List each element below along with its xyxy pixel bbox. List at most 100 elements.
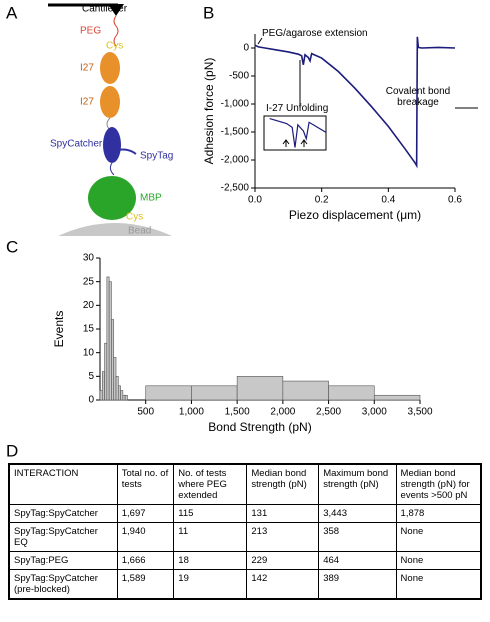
x-tick-label: 0.4 xyxy=(381,195,395,206)
table-cell: 1,697 xyxy=(116,504,175,523)
table-cell: 1,940 xyxy=(116,522,175,552)
table-cell: None xyxy=(395,569,482,600)
y-tick-label: -1,500 xyxy=(221,127,250,138)
table-cell: 142 xyxy=(246,569,320,600)
y-tick-label: 5 xyxy=(88,371,94,382)
table-cell: Total no. of tests xyxy=(116,463,175,505)
data-line xyxy=(254,36,456,169)
diagram-label: I27 xyxy=(80,63,94,74)
panel-label: B xyxy=(203,3,214,22)
histogram-bar xyxy=(117,385,121,401)
table-cell: SpyTag:SpyCatcher xyxy=(8,504,118,523)
table-row: SpyTag:SpyCatcher 1,697 115 131 3,443 1,878 xyxy=(8,504,482,523)
histogram-bar xyxy=(145,385,192,401)
histogram-bar xyxy=(115,376,119,401)
histogram-bar xyxy=(236,376,284,401)
y-tick-label: 15 xyxy=(83,324,95,335)
table-cell: 229 xyxy=(246,551,320,570)
y-axis-label: Adhesion force (pN) xyxy=(202,58,216,165)
table-cell: SpyTag:SpyCatcher (pre-blocked) xyxy=(8,569,118,600)
spycatcher-domain xyxy=(103,127,121,163)
table-cell: 1,589 xyxy=(116,569,175,600)
histogram-bar xyxy=(106,276,110,401)
table-cell: 464 xyxy=(318,551,397,570)
table-cell: No. of tests where PEG extended xyxy=(173,463,248,505)
x-tick-label: 500 xyxy=(137,407,154,418)
histogram-bar xyxy=(108,281,112,401)
table-cell: INTERACTION xyxy=(8,463,118,505)
linker xyxy=(109,162,115,176)
table-row: SpyTag:SpyCatcher (pre-blocked) 1,589 19 14… xyxy=(8,569,482,600)
data-table: INTERACTION Total no. of tests No. of test… xyxy=(8,463,482,600)
table-cell: Median bond strength (pN) for events >50… xyxy=(395,463,482,505)
i27-domain xyxy=(100,86,120,118)
panel-label: D xyxy=(6,441,18,460)
diagram xyxy=(48,3,172,236)
histogram-bar xyxy=(122,394,126,401)
table-cell: None xyxy=(395,522,482,552)
histogram-bar xyxy=(101,371,105,401)
inset-line xyxy=(269,117,327,148)
x-tick-label: 0.6 xyxy=(448,195,462,206)
x-tick-label: 2,000 xyxy=(270,407,295,418)
y-tick-label: 30 xyxy=(83,253,95,264)
peg-chain xyxy=(113,15,119,47)
arrow xyxy=(282,139,308,147)
table-cell: 1,878 xyxy=(395,504,482,523)
histogram-bar xyxy=(328,385,375,401)
spytag xyxy=(117,148,137,155)
panel-label: A xyxy=(6,3,18,22)
y-tick-label: 10 xyxy=(83,347,95,358)
table-cell: SpyTag:SpyCatcher EQ xyxy=(8,522,118,552)
bead xyxy=(58,223,172,236)
y-tick-label: 20 xyxy=(83,300,95,311)
diagram-label: MBP xyxy=(140,193,162,204)
diagram-label: Cantilever xyxy=(82,4,128,15)
table-cell: 1,666 xyxy=(116,551,175,570)
x-tick-label: 2,500 xyxy=(316,407,341,418)
y-tick-label: -1,000 xyxy=(221,99,250,110)
arrow xyxy=(257,37,263,45)
diagram-label: SpyCatcher xyxy=(50,139,103,150)
i27-domain xyxy=(100,52,120,84)
y-tick-label: -2,500 xyxy=(221,183,250,194)
table-row: SpyTag:PEG 1,666 18 229 464 None xyxy=(8,551,482,570)
diagram-label: Cys xyxy=(106,41,123,52)
histogram-bar xyxy=(113,357,117,401)
table-body: INTERACTION Total no. of tests No. of test… xyxy=(8,463,482,600)
table-cell: 19 xyxy=(173,569,248,600)
table-cell: 358 xyxy=(318,522,397,552)
diagram-label: I27 xyxy=(80,97,94,108)
table-cell: Maximum bond strength (pN) xyxy=(318,463,397,505)
histogram-bar xyxy=(124,394,128,401)
table-cell: Median bond strength (pN) xyxy=(246,463,320,505)
table-cell: 389 xyxy=(318,569,397,600)
table-cell: 213 xyxy=(246,522,320,552)
table-cell: 11 xyxy=(173,522,248,552)
histogram-bar xyxy=(373,394,421,401)
table-cell: SpyTag:PEG xyxy=(8,551,118,570)
histogram-bar xyxy=(111,319,115,401)
x-tick-label: 1,500 xyxy=(225,407,250,418)
histogram-bar xyxy=(104,342,108,401)
diagram-label: Cys xyxy=(126,212,143,223)
x-tick-label: 1,000 xyxy=(179,407,204,418)
table-cell: 115 xyxy=(173,504,248,523)
figure: A B C D Cantilever PEG Cys I27 I27 SpyCa… xyxy=(6,3,478,460)
x-tick-label: 0.2 xyxy=(315,195,329,206)
x-tick-label: 0.0 xyxy=(248,195,262,206)
diagram-label: Bead xyxy=(128,226,151,237)
panel-label: C xyxy=(6,237,18,256)
x-tick-label: 3,000 xyxy=(362,407,387,418)
table-cell: 131 xyxy=(246,504,320,523)
table-row: SpyTag:SpyCatcher EQ 1,940 11 213 358 None xyxy=(8,522,482,552)
histogram-bar xyxy=(282,380,329,401)
annotation: I-27 Unfolding xyxy=(266,103,329,114)
y-tick-label: 25 xyxy=(83,276,95,287)
cantilever-tip xyxy=(108,4,124,16)
histogram-bar xyxy=(120,390,124,401)
table-cell: 3,443 xyxy=(318,504,397,523)
y-axis-label: Events xyxy=(52,311,66,348)
y-tick-label: -500 xyxy=(229,71,249,82)
